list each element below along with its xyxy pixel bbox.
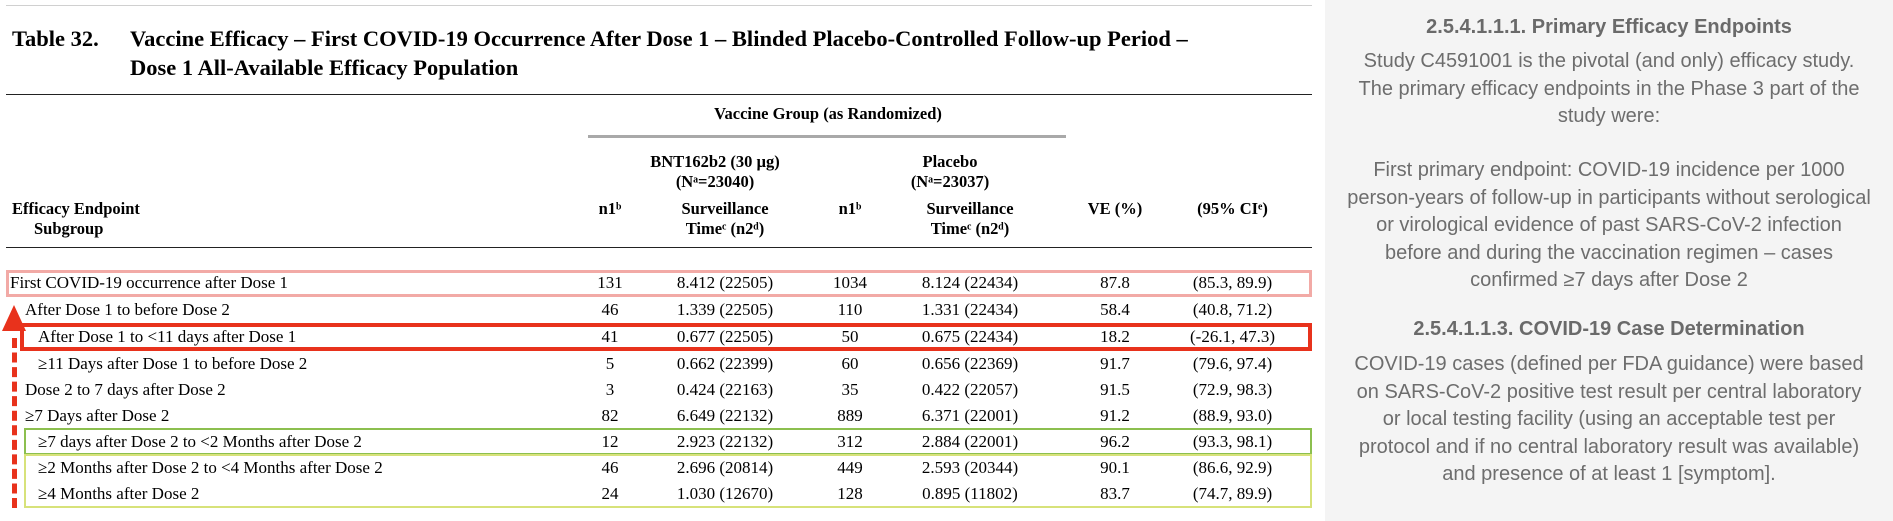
row-label: ≥7 Days after Dose 2 [25,406,170,425]
row-label: Dose 2 to 7 days after Dose 2 [25,380,226,399]
cell-surveillance-placebo: 0.656 (22369) [921,354,1019,373]
cell-ci: (85.3, 89.9) [1192,273,1273,292]
header-surveillance-time-placebo: Timeᶜ (n2ᵈ) [930,219,1010,238]
cell-surveillance-placebo: 8.124 (22434) [921,273,1019,292]
header-n1-placebo: n1ᵇ [838,199,862,218]
cell-ci: (86.6, 92.9) [1192,458,1273,477]
cell-surveillance-placebo: 2.884 (22001) [921,432,1019,451]
table-number: Table 32. [12,26,99,51]
cell-ve: 87.8 [1100,273,1130,292]
row-label: After Dose 1 to before Dose 2 [25,300,230,319]
cell-surveillance-vaccine: 0.677 (22505) [676,327,774,346]
sidebar-paragraph-case-determination: COVID-19 cases (defined per FDA guidance… [1354,353,1864,485]
cell-n1-placebo: 1034 [833,273,867,292]
highlight-box-pink [6,270,1312,297]
cell-ve: 91.5 [1100,380,1130,399]
cell-surveillance-vaccine: 1.030 (12670) [676,484,774,503]
cell-surveillance-vaccine: 0.662 (22399) [676,354,774,373]
header-ci: (95% CIᵉ) [1197,199,1268,218]
header-bnt-n: (Nᵃ=23040) [675,172,755,191]
cell-ci: (93.3, 98.1) [1192,432,1273,451]
highlight-box-red [20,323,1312,351]
page-border [6,5,1312,6]
cell-surveillance-vaccine: 0.424 (22163) [676,380,774,399]
cell-ci: (74.7, 89.9) [1192,484,1273,503]
cell-n1-vaccine: 3 [605,380,615,399]
cell-ci: (-26.1, 47.3) [1190,327,1275,346]
cell-n1-vaccine: 24 [601,484,619,503]
cell-n1-placebo: 889 [837,406,863,425]
header-ve: VE (%) [1087,199,1143,218]
cell-surveillance-vaccine: 6.649 (22132) [676,406,774,425]
cell-n1-vaccine: 46 [601,458,619,477]
header-bnt-name: BNT162b2 (30 µg) [650,152,780,171]
sidebar-heading-case-determination: 2.5.4.1.1.3. COVID-19 Case Determination [1413,318,1805,340]
cell-n1-placebo: 60 [841,354,859,373]
cell-ci: (79.6, 97.4) [1192,354,1273,373]
cell-n1-vaccine: 131 [597,273,623,292]
header-placebo-n: (Nᵃ=23037) [910,172,990,191]
cell-n1-placebo: 110 [837,300,863,319]
table-title-line-2: Dose 1 All-Available Efficacy Population [130,55,519,80]
cell-surveillance-placebo: 0.895 (11802) [922,484,1018,503]
row-label: ≥2 Months after Dose 2 to <4 Months afte… [38,458,383,477]
header-efficacy-endpoint: Efficacy Endpoint [12,199,140,218]
sidebar-paragraph-study: Study C4591001 is the pivotal (and only)… [1358,50,1860,127]
cell-n1-placebo: 128 [837,484,863,503]
cell-surveillance-vaccine: 1.339 (22505) [676,300,774,319]
header-group-rule [588,135,1066,138]
header-vaccine-group: Vaccine Group (as Randomized) [714,104,942,123]
header-placebo-name: Placebo [922,152,978,171]
cell-ci: (88.9, 93.0) [1192,406,1273,425]
cell-ve: 90.1 [1100,458,1130,477]
header-subgroup: Subgroup [34,219,104,238]
header-bottom-rule [6,247,1312,248]
cell-ve: 96.2 [1100,432,1130,451]
cell-surveillance-placebo: 2.593 (20344) [921,458,1019,477]
cell-surveillance-placebo: 0.422 (22057) [921,380,1019,399]
cell-n1-vaccine: 12 [601,432,619,451]
sidebar-heading-primary-endpoints: 2.5.4.1.1.1. Primary Efficacy Endpoints [1426,16,1792,38]
row-label: ≥4 Months after Dose 2 [38,484,200,503]
cell-n1-vaccine: 46 [601,300,619,319]
red-up-arrow-icon [2,305,26,331]
cell-n1-vaccine: 82 [601,406,619,425]
cell-surveillance-placebo: 6.371 (22001) [921,406,1019,425]
cell-n1-placebo: 312 [837,432,863,451]
cell-n1-vaccine: 5 [605,354,615,373]
cell-surveillance-vaccine: 2.696 (20814) [676,458,774,477]
header-surveillance-vaccine: Surveillance [681,199,769,218]
cell-ci: (40.8, 71.2) [1192,300,1273,319]
cell-surveillance-placebo: 0.675 (22434) [921,327,1019,346]
cell-ve: 91.2 [1100,406,1130,425]
row-label: ≥7 days after Dose 2 to <2 Months after … [38,432,362,451]
cell-surveillance-vaccine: 2.923 (22132) [676,432,774,451]
row-label: First COVID-19 occurrence after Dose 1 [10,273,289,292]
cell-surveillance-vaccine: 8.412 (22505) [676,273,774,292]
header-surveillance-placebo: Surveillance [926,199,1014,218]
cell-n1-placebo: 35 [841,380,859,399]
red-dashed-arrow-line [12,338,17,508]
sidebar-panel: 2.5.4.1.1.1. Primary Efficacy Endpoints … [1325,0,1893,521]
cell-n1-placebo: 50 [841,327,859,346]
cell-ci: (72.9, 98.3) [1192,380,1273,399]
table-title-line-1: Vaccine Efficacy – First COVID-19 Occurr… [130,26,1188,51]
cell-n1-placebo: 449 [837,458,863,477]
header-n1-vaccine: n1ᵇ [598,199,622,218]
cell-ve: 58.4 [1100,300,1130,319]
table-top-rule [6,94,1312,95]
cell-n1-vaccine: 41 [601,327,619,346]
sidebar-paragraph-first-endpoint: First primary endpoint: COVID-19 inciden… [1347,159,1871,291]
cell-ve: 83.7 [1100,484,1130,503]
highlight-box-yellow [24,454,1312,508]
row-label: ≥11 Days after Dose 1 to before Dose 2 [38,354,308,373]
row-label: After Dose 1 to <11 days after Dose 1 [38,327,297,346]
cell-ve: 18.2 [1100,327,1130,346]
header-surveillance-time-vaccine: Timeᶜ (n2ᵈ) [685,219,765,238]
cell-surveillance-placebo: 1.331 (22434) [921,300,1019,319]
cell-ve: 91.7 [1100,354,1130,373]
document-page: Table 32. Vaccine Efficacy – First COVID… [2,5,1312,508]
